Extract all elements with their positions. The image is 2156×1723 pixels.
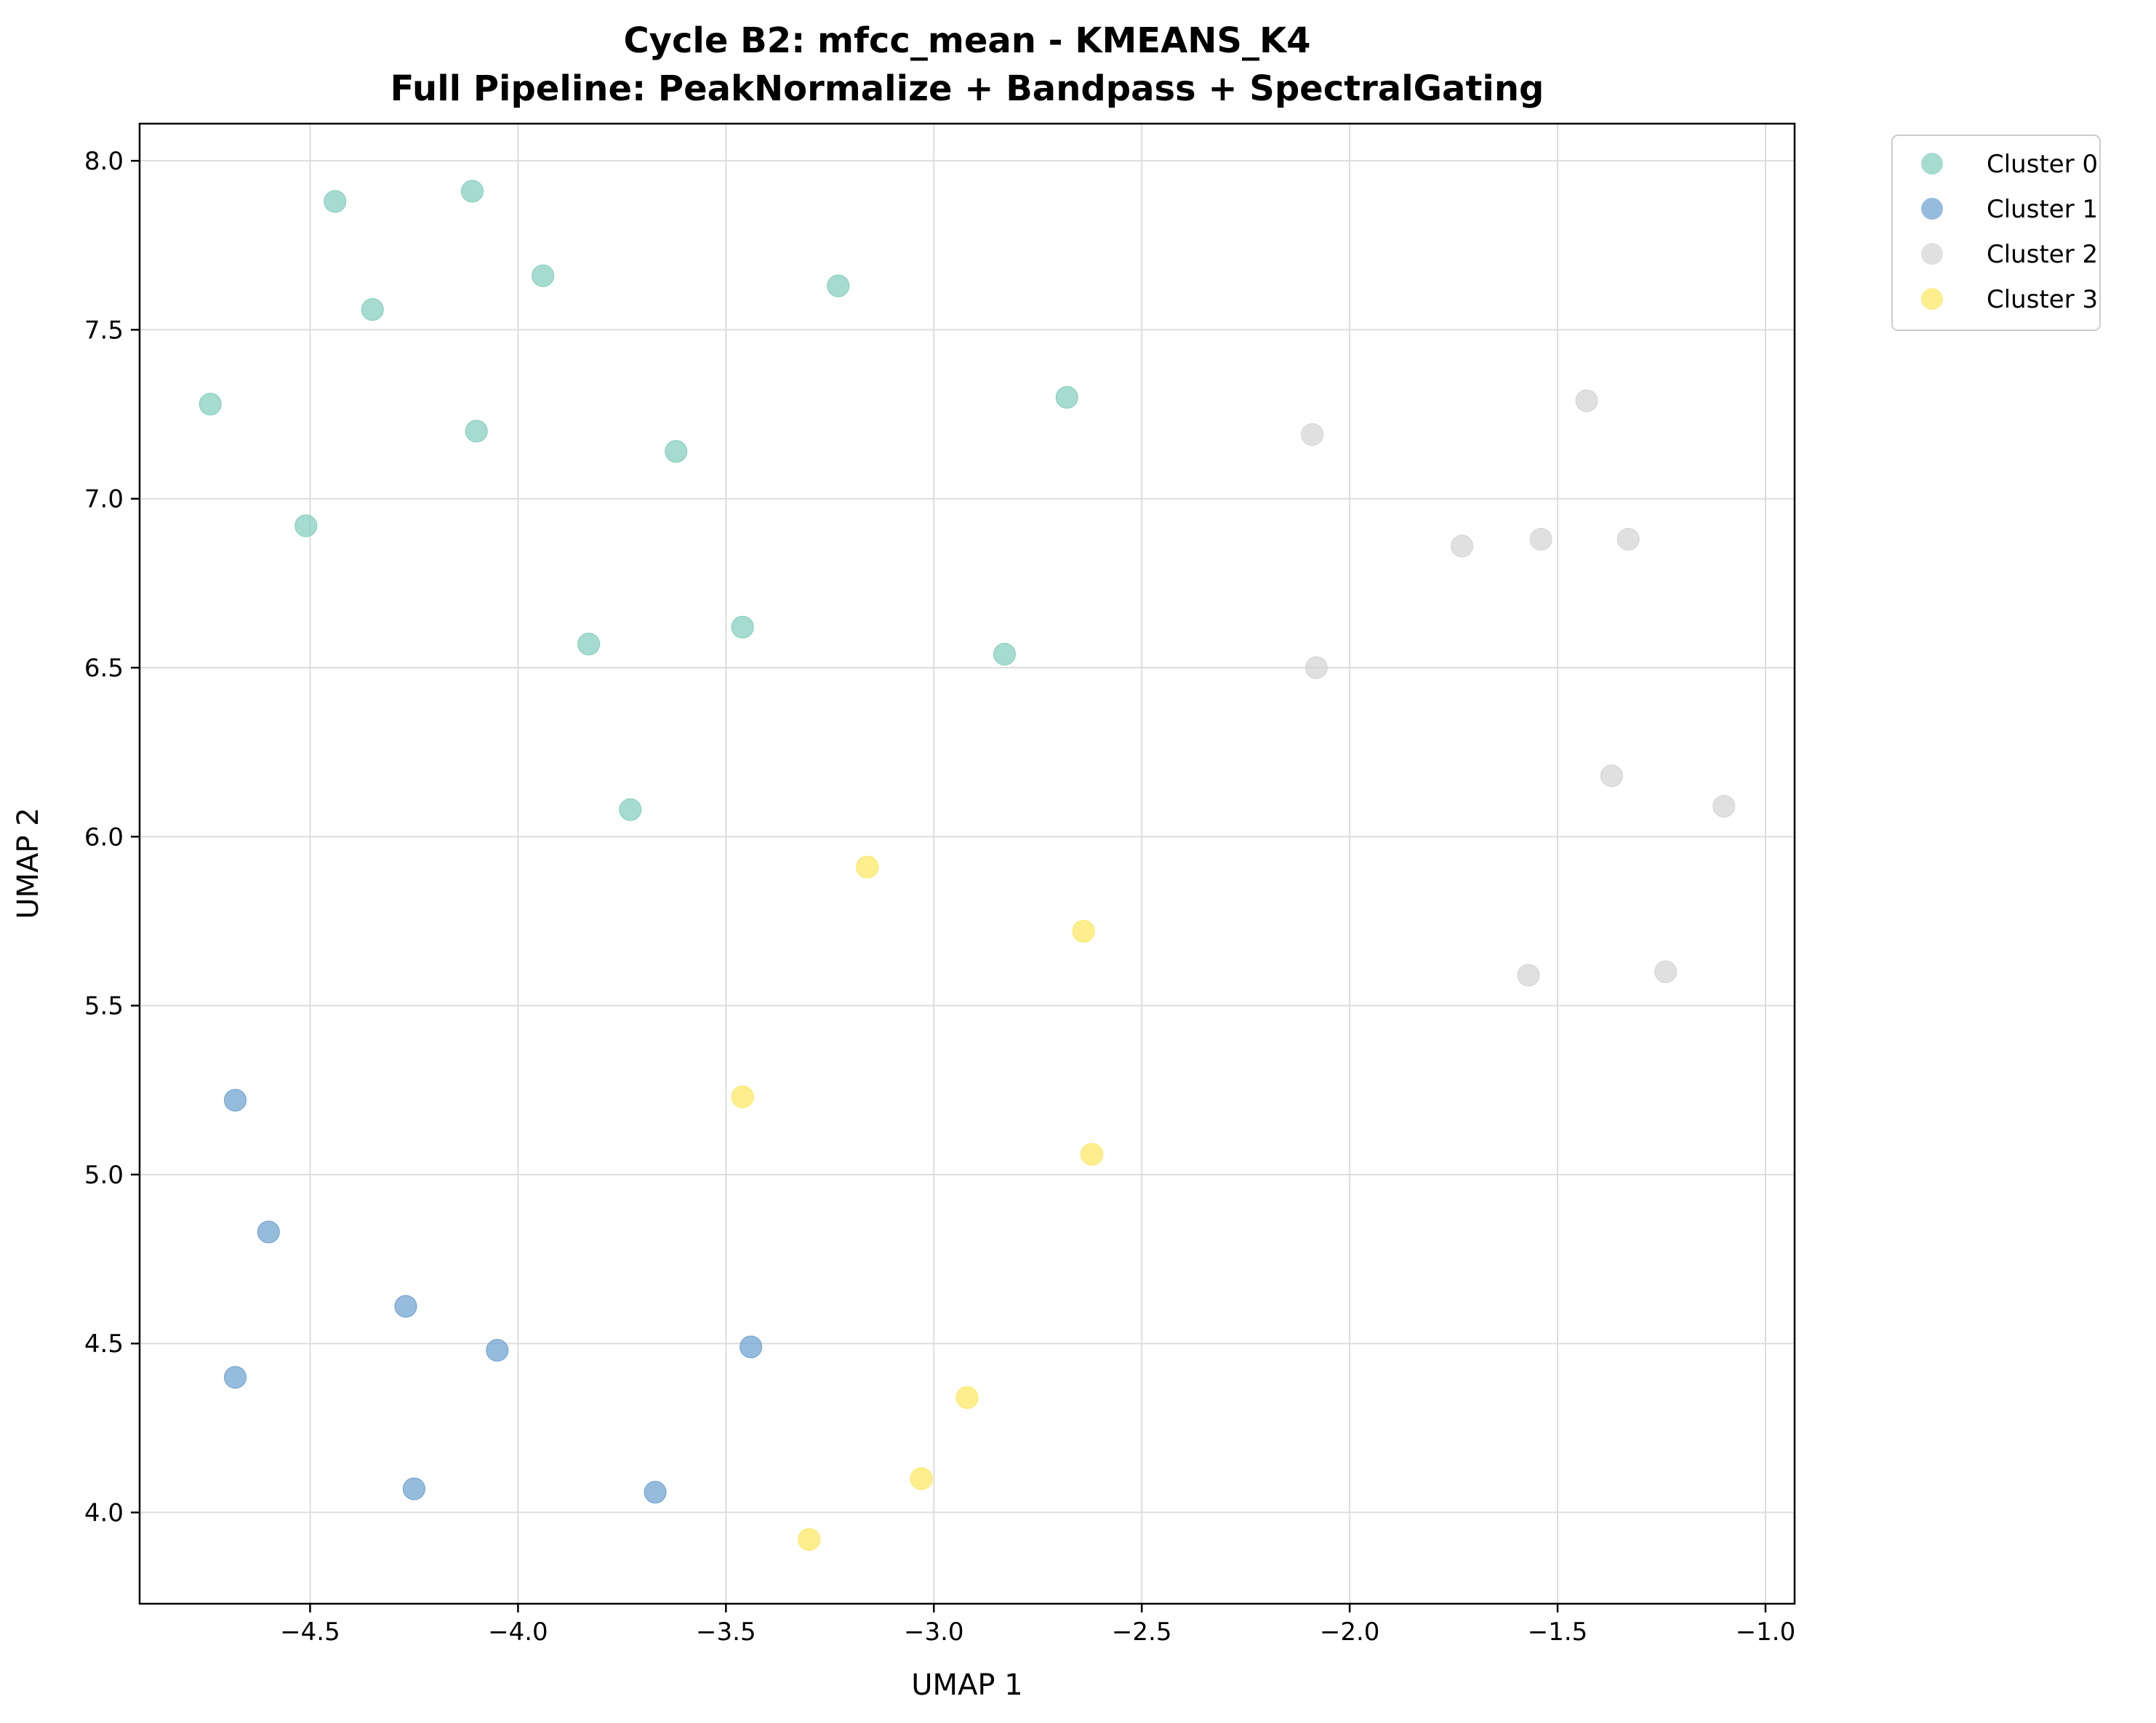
scatter-point-cluster-2	[1616, 527, 1640, 551]
y-tick-label: 8.0	[84, 147, 124, 176]
scatter-point-cluster-2	[1451, 535, 1474, 558]
scatter-point-cluster-0	[199, 393, 222, 416]
y-tick-label: 6.0	[84, 823, 124, 852]
scatter-point-cluster-2	[1529, 527, 1552, 551]
scatter-point-cluster-1	[224, 1366, 247, 1389]
scatter-point-cluster-1	[257, 1220, 280, 1244]
scatter-point-cluster-0	[577, 633, 601, 656]
y-tick-label: 4.0	[84, 1499, 124, 1528]
scatter-point-cluster-1	[394, 1295, 417, 1318]
scatter-point-cluster-0	[361, 298, 384, 321]
x-axis-label: UMAP 1	[911, 1668, 1022, 1702]
scatter-point-cluster-0	[460, 180, 484, 203]
data-points	[199, 180, 1736, 1551]
x-tick-label: −3.0	[904, 1618, 964, 1647]
legend-marker	[1921, 153, 1943, 175]
scatter-point-cluster-0	[532, 264, 555, 287]
y-tick-label: 7.0	[84, 485, 124, 514]
y-tick-label: 4.5	[84, 1330, 124, 1359]
scatter-point-cluster-3	[955, 1386, 979, 1410]
chart-title: Cycle B2: mfcc_mean - KMEANS_K4	[623, 20, 1310, 61]
scatter-point-cluster-0	[619, 798, 642, 821]
x-tick-label: −3.5	[696, 1618, 756, 1647]
scatter-point-cluster-0	[827, 274, 850, 297]
scatter-point-cluster-2	[1712, 795, 1736, 818]
legend-label: Cluster 2	[1987, 240, 2098, 269]
scatter-point-cluster-0	[731, 615, 754, 639]
x-axis-ticks: −4.5 −4.0 −3.5 −3.0 −2.5 −2.0 −1.5 −1.0	[280, 1604, 1795, 1647]
scatter-point-cluster-0	[294, 514, 318, 537]
legend-marker	[1921, 198, 1943, 220]
y-tick-label: 5.5	[84, 992, 124, 1021]
scatter-point-cluster-0	[665, 440, 688, 463]
scatter-point-cluster-0	[465, 420, 488, 443]
scatter-point-cluster-2	[1517, 964, 1540, 987]
x-tick-label: −2.0	[1320, 1618, 1380, 1647]
legend-box	[1891, 135, 2101, 331]
y-tick-label: 6.5	[84, 654, 124, 683]
y-axis-ticks: 4.0 4.5 5.0 5.5 6.0 6.5 7.0 7.5 8.0	[84, 147, 140, 1528]
scatter-point-cluster-1	[740, 1335, 763, 1359]
legend: Cluster 0 Cluster 1 Cluster 2 Cluster 3	[1891, 135, 2101, 331]
grid-lines	[140, 124, 1795, 1604]
scatter-point-cluster-3	[1081, 1143, 1104, 1166]
scatter-point-cluster-2	[1575, 389, 1598, 412]
legend-marker	[1921, 243, 1943, 265]
legend-marker	[1921, 288, 1943, 310]
legend-label: Cluster 0	[1987, 150, 2098, 179]
scatter-point-cluster-0	[993, 642, 1016, 665]
scatter-point-cluster-2	[1301, 423, 1324, 446]
scatter-point-cluster-3	[731, 1085, 754, 1108]
x-tick-label: −1.5	[1528, 1618, 1588, 1647]
y-axis-label: UMAP 2	[12, 807, 45, 919]
scatter-point-cluster-1	[402, 1477, 425, 1500]
scatter-point-cluster-3	[1072, 919, 1095, 943]
chart-subtitle: Full Pipeline: PeakNormalize + Bandpass …	[390, 68, 1544, 109]
plot-area-frame	[138, 122, 1796, 1605]
scatter-point-cluster-3	[856, 855, 879, 879]
scatter-point-cluster-2	[1654, 960, 1678, 983]
x-tick-label: −4.0	[488, 1618, 548, 1647]
legend-entries: Cluster 0 Cluster 1 Cluster 2 Cluster 3	[1921, 150, 2098, 314]
x-tick-label: −4.5	[280, 1618, 340, 1647]
scatter-point-cluster-3	[910, 1467, 933, 1490]
scatter-point-cluster-0	[1055, 385, 1078, 409]
x-tick-label: −1.0	[1736, 1618, 1796, 1647]
scatter-point-cluster-1	[644, 1481, 667, 1504]
scatter-point-cluster-2	[1600, 764, 1623, 788]
x-tick-label: −2.5	[1112, 1618, 1172, 1647]
scatter-point-cluster-0	[324, 190, 347, 213]
scatter-point-cluster-2	[1305, 656, 1328, 679]
scatter-point-cluster-1	[224, 1089, 247, 1112]
y-tick-label: 5.0	[84, 1161, 124, 1190]
scatter-point-cluster-3	[798, 1528, 821, 1551]
y-tick-label: 7.5	[84, 316, 124, 345]
legend-label: Cluster 1	[1987, 195, 2098, 224]
scatter-point-cluster-1	[486, 1339, 509, 1362]
legend-label: Cluster 3	[1987, 285, 2098, 314]
